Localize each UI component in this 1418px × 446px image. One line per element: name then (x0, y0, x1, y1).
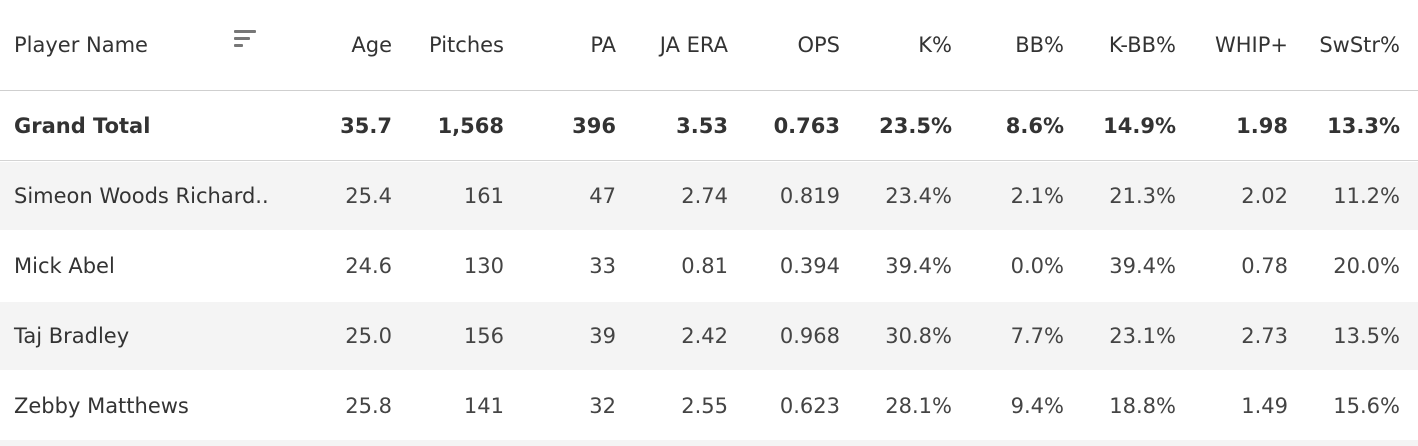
cell-ja-era: 2.55 (681, 394, 728, 418)
next-row-stripe (0, 440, 1418, 446)
cell-ops: 0.623 (779, 394, 840, 418)
grand-total-ja-era: 3.53 (676, 114, 728, 138)
cell-ja-era: 2.42 (681, 324, 728, 348)
cell-swstr-pct: 11.2% (1333, 184, 1400, 208)
column-header-k-bb-pct[interactable]: K-BB% (1108, 33, 1176, 57)
grand-total-k-bb-pct: 14.9% (1103, 114, 1176, 138)
cell-bb-pct: 2.1% (1010, 184, 1064, 208)
cell-whip-plus: 2.73 (1241, 324, 1288, 348)
cell-bb-pct: 9.4% (1010, 394, 1064, 418)
table-row[interactable]: Simeon Woods Richard.. 25.4 161 47 2.74 0.819… (0, 162, 1418, 230)
cell-pa: 33 (589, 254, 616, 278)
cell-k-bb-pct: 23.1% (1109, 324, 1176, 348)
cell-k-bb-pct: 21.3% (1109, 184, 1176, 208)
grand-total-age: 35.7 (340, 114, 392, 138)
cell-pitches: 161 (463, 184, 504, 208)
cell-pa: 32 (589, 394, 616, 418)
cell-k-pct: 39.4% (885, 254, 952, 278)
grand-total-row: Grand Total 35.7 1,568 396 3.53 0.763 23.5% 8.… (0, 92, 1418, 161)
player-name-cell: Zebby Matthews (14, 394, 189, 418)
column-header-ops[interactable]: OPS (797, 33, 840, 57)
cell-k-pct: 23.4% (885, 184, 952, 208)
cell-k-bb-pct: 39.4% (1109, 254, 1176, 278)
player-name-cell: Mick Abel (14, 254, 115, 278)
cell-ops: 0.819 (779, 184, 840, 208)
sort-icon[interactable] (234, 28, 258, 50)
table-row[interactable]: Taj Bradley 25.0 156 39 2.42 0.968 30.8% 7.7% 23… (0, 302, 1418, 370)
cell-pitches: 130 (463, 254, 504, 278)
cell-swstr-pct: 20.0% (1333, 254, 1400, 278)
cell-whip-plus: 0.78 (1241, 254, 1288, 278)
grand-total-pitches: 1,568 (437, 114, 504, 138)
grand-total-ops: 0.763 (773, 114, 840, 138)
cell-ops: 0.394 (779, 254, 840, 278)
player-name-cell: Simeon Woods Richard.. (14, 184, 269, 208)
cell-pitches: 156 (463, 324, 504, 348)
column-header-whip-plus[interactable]: WHIP+ (1214, 33, 1288, 57)
grand-total-bb-pct: 8.6% (1005, 114, 1064, 138)
cell-age: 24.6 (345, 254, 392, 278)
cell-age: 25.8 (345, 394, 392, 418)
grand-total-swstr-pct: 13.3% (1327, 114, 1400, 138)
cell-pa: 39 (589, 324, 616, 348)
cell-age: 25.4 (345, 184, 392, 208)
column-header-bb-pct[interactable]: BB% (1015, 33, 1064, 57)
column-header-pitches[interactable]: Pitches (429, 33, 504, 57)
cell-whip-plus: 1.49 (1241, 394, 1288, 418)
cell-k-pct: 30.8% (885, 324, 952, 348)
table-row[interactable]: Zebby Matthews 25.8 141 32 2.55 0.623 28.1% 9.4… (0, 372, 1418, 440)
grand-total-pa: 396 (572, 114, 616, 138)
column-header-pa[interactable]: PA (590, 33, 616, 57)
grand-total-k-pct: 23.5% (879, 114, 952, 138)
header-row: Player Name Age Pitches PA JA ERA OPS K% BB% K-… (0, 0, 1418, 91)
cell-swstr-pct: 13.5% (1333, 324, 1400, 348)
grand-total-label: Grand Total (14, 114, 151, 138)
cell-whip-plus: 2.02 (1241, 184, 1288, 208)
column-header-swstr-pct[interactable]: SwStr% (1319, 33, 1400, 57)
cell-age: 25.0 (345, 324, 392, 348)
cell-ops: 0.968 (779, 324, 840, 348)
grand-total-whip-plus: 1.98 (1236, 114, 1288, 138)
column-header-player-name[interactable]: Player Name (14, 33, 148, 57)
cell-ja-era: 0.81 (681, 254, 728, 278)
column-header-ja-era[interactable]: JA ERA (659, 33, 728, 57)
cell-pitches: 141 (463, 394, 504, 418)
cell-bb-pct: 7.7% (1010, 324, 1064, 348)
cell-bb-pct: 0.0% (1010, 254, 1064, 278)
column-header-age[interactable]: Age (351, 33, 392, 57)
column-header-k-pct[interactable]: K% (918, 33, 952, 57)
cell-ja-era: 2.74 (681, 184, 728, 208)
cell-pa: 47 (589, 184, 616, 208)
cell-swstr-pct: 15.6% (1333, 394, 1400, 418)
cell-k-pct: 28.1% (885, 394, 952, 418)
table-row[interactable]: Mick Abel 24.6 130 33 0.81 0.394 39.4% 0.0% 39.4… (0, 232, 1418, 300)
cell-k-bb-pct: 18.8% (1109, 394, 1176, 418)
player-name-cell: Taj Bradley (14, 324, 130, 348)
